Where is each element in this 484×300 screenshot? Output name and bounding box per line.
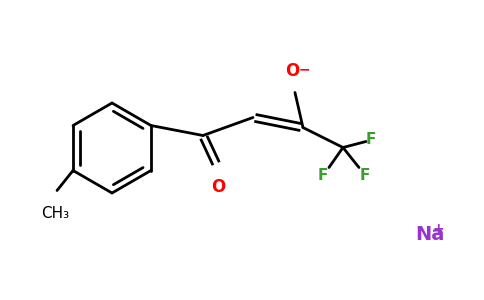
Text: O: O xyxy=(211,178,225,196)
Text: O: O xyxy=(285,61,299,80)
Text: F: F xyxy=(360,168,370,183)
Text: F: F xyxy=(318,168,328,183)
Text: +: + xyxy=(433,222,445,236)
Text: Na: Na xyxy=(415,226,444,244)
Text: F: F xyxy=(366,132,376,147)
Text: CH₃: CH₃ xyxy=(41,206,69,221)
Text: −: − xyxy=(298,62,310,76)
